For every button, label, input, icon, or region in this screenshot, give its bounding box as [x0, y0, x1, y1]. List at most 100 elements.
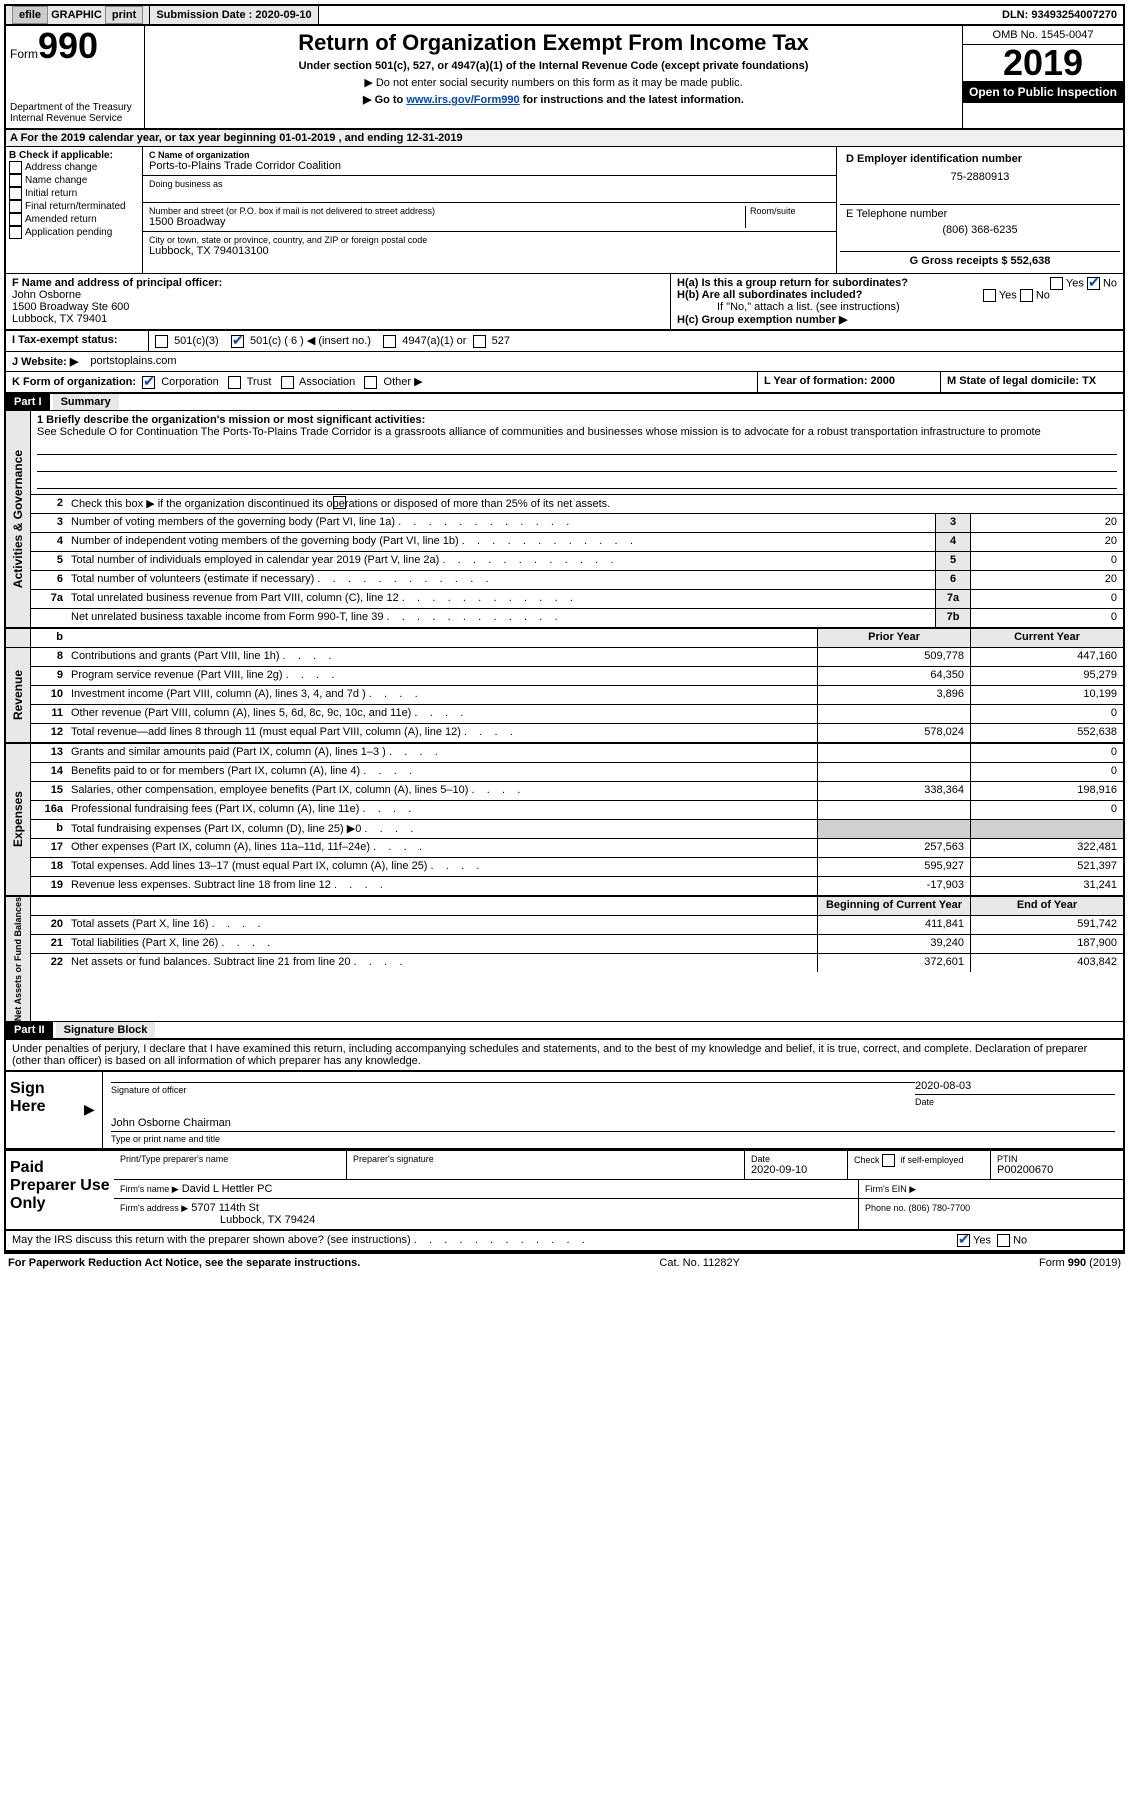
chk-501c[interactable]: [231, 335, 244, 348]
discuss-no-checkbox[interactable]: [997, 1234, 1010, 1247]
line2: Check this box ▶ if the organization dis…: [67, 495, 1123, 513]
expenses-section: Expenses 13Grants and similar amounts pa…: [6, 744, 1123, 897]
chk-application-pending[interactable]: Application pending: [9, 226, 139, 239]
summary-row: 4Number of independent voting members of…: [31, 533, 1123, 552]
footer-mid: Cat. No. 11282Y: [659, 1257, 740, 1269]
firm-phone: Phone no. (806) 780-7700: [865, 1203, 970, 1213]
efile-print[interactable]: efile efile GRAPHIC printGRAPHIC print: [6, 6, 150, 24]
part2-title: Signature Block: [56, 1022, 156, 1038]
summary-row: 6Total number of volunteers (estimate if…: [31, 571, 1123, 590]
col-boy: Beginning of Current Year: [817, 897, 970, 915]
vlabel-revenue: Revenue: [6, 648, 31, 742]
firm-name-value: David L Hettler PC: [182, 1183, 273, 1195]
chk-4947[interactable]: [383, 335, 396, 348]
summary-row: Net unrelated business taxable income fr…: [31, 609, 1123, 627]
pp-name-label: Print/Type preparer's name: [120, 1154, 340, 1164]
officer-label: F Name and address of principal officer:: [12, 277, 664, 289]
form-header: Form990 Department of the Treasury Inter…: [6, 26, 1123, 130]
footer-left: For Paperwork Reduction Act Notice, see …: [8, 1257, 360, 1269]
part1-badge: Part I: [6, 394, 50, 410]
discuss-label: May the IRS discuss this return with the…: [12, 1234, 411, 1246]
row-klm: K Form of organization: Corporation Trus…: [6, 372, 1123, 394]
room-label: Room/suite: [750, 206, 830, 216]
subtitle-3: ▶ Go to www.irs.gov/Form990 for instruct…: [149, 93, 958, 106]
j-label: J Website: ▶: [6, 352, 84, 371]
chk-initial-return[interactable]: Initial return: [9, 187, 139, 200]
chk-final-return[interactable]: Final return/terminated: [9, 200, 139, 213]
gross-receipts: G Gross receipts $ 552,638: [840, 255, 1120, 267]
col-d-right: D Employer identification number 75-2880…: [837, 147, 1123, 273]
expense-row: 17Other expenses (Part IX, column (A), l…: [31, 839, 1123, 858]
part1-title: Summary: [53, 394, 119, 410]
summary-row: 7aTotal unrelated business revenue from …: [31, 590, 1123, 609]
subtitle-2: ▶ Do not enter social security numbers o…: [149, 76, 958, 89]
instructions-link[interactable]: www.irs.gov/Form990: [406, 94, 519, 106]
sig-name-value: John Osborne Chairman: [111, 1115, 1115, 1132]
m-state-domicile: M State of legal domicile: TX: [941, 372, 1123, 392]
hb-yes-checkbox[interactable]: [983, 289, 996, 302]
row-a-tax-year: A For the 2019 calendar year, or tax yea…: [6, 130, 1123, 147]
subtitle-1: Under section 501(c), 527, or 4947(a)(1)…: [149, 60, 958, 72]
chk-address-change[interactable]: Address change: [9, 161, 139, 174]
sig-officer-label: Signature of officer: [111, 1085, 915, 1095]
tax-year: 2019: [963, 45, 1123, 81]
ha-no-checkbox[interactable]: [1087, 277, 1100, 290]
discuss-yes-checkbox[interactable]: [957, 1234, 970, 1247]
street-value: 1500 Broadway: [149, 216, 745, 228]
line2-checkbox[interactable]: [333, 496, 346, 509]
header-center: Return of Organization Exempt From Incom…: [145, 26, 962, 128]
form-label: Form: [10, 47, 38, 61]
rev-header-row: b Prior Year Current Year: [6, 629, 1123, 648]
col-b-checkboxes: B Check if applicable: Address change Na…: [6, 147, 143, 273]
chk-527[interactable]: [473, 335, 486, 348]
firm-addr2: Lubbock, TX 79424: [220, 1214, 315, 1226]
sign-here-label: Sign Here: [6, 1072, 84, 1148]
activities-governance-section: Activities & Governance 1 Briefly descri…: [6, 411, 1123, 629]
chk-amended-return[interactable]: Amended return: [9, 213, 139, 226]
sig-date-label: Date: [915, 1097, 1115, 1107]
line1-text: See Schedule O for Continuation The Port…: [37, 426, 1117, 438]
pp-ptin-label: PTIN: [997, 1154, 1117, 1164]
chk-association[interactable]: [281, 376, 294, 389]
col-prior-year: Prior Year: [817, 629, 970, 647]
paid-preparer-section: Paid Preparer Use Only Print/Type prepar…: [6, 1150, 1123, 1231]
section-bcdeg: B Check if applicable: Address change Na…: [6, 147, 1123, 274]
officer-name: John Osborne: [12, 289, 664, 301]
chk-name-change[interactable]: Name change: [9, 174, 139, 187]
revenue-row: 10Investment income (Part VIII, column (…: [31, 686, 1123, 705]
form-number: 990: [38, 25, 98, 66]
chk-trust[interactable]: [228, 376, 241, 389]
ha-yes-checkbox[interactable]: [1050, 277, 1063, 290]
chk-corporation[interactable]: [142, 376, 155, 389]
vlabel-expenses: Expenses: [6, 744, 31, 895]
dept-irs: Internal Revenue Service: [10, 113, 140, 124]
expense-row: 14Benefits paid to or for members (Part …: [31, 763, 1123, 782]
netassets-row: 20Total assets (Part X, line 16)411,8415…: [31, 916, 1123, 935]
vlabel-activities: Activities & Governance: [6, 411, 31, 627]
public-inspection: Open to Public Inspection: [963, 81, 1123, 103]
i-label: I Tax-exempt status:: [6, 331, 149, 351]
header-left: Form990 Department of the Treasury Inter…: [6, 26, 145, 128]
discuss-row: May the IRS discuss this return with the…: [6, 1231, 1123, 1252]
chk-501c3[interactable]: [155, 335, 168, 348]
vlabel-netassets: Net Assets or Fund Balances: [6, 897, 31, 1021]
org-name-label: C Name of organization: [149, 150, 830, 160]
hb-no-checkbox[interactable]: [1020, 289, 1033, 302]
hb-note: If "No," attach a list. (see instruction…: [677, 301, 1117, 313]
form-container: Form990 Department of the Treasury Inter…: [4, 26, 1125, 1254]
col-eoy: End of Year: [970, 897, 1123, 915]
sig-type-label: Type or print name and title: [111, 1134, 1115, 1144]
check-applicable-label: B Check if applicable:: [9, 150, 139, 161]
pp-self-employed-checkbox[interactable]: [882, 1154, 895, 1167]
officer-addr2: Lubbock, TX 79401: [12, 313, 664, 325]
dln: DLN: 93493254007270: [996, 6, 1123, 24]
netassets-row: 21Total liabilities (Part X, line 26)39,…: [31, 935, 1123, 954]
dept-treasury: Department of the Treasury: [10, 102, 140, 113]
part2-header: Part II Signature Block: [6, 1022, 1123, 1040]
chk-other[interactable]: [364, 376, 377, 389]
hb-subordinates: H(b) Are all subordinates included? Yes …: [677, 289, 1117, 301]
l-year-formation: L Year of formation: 2000: [758, 372, 941, 392]
pp-ptin-value: P00200670: [997, 1164, 1117, 1176]
revenue-row: 9Program service revenue (Part VIII, lin…: [31, 667, 1123, 686]
col-current-year: Current Year: [970, 629, 1123, 647]
